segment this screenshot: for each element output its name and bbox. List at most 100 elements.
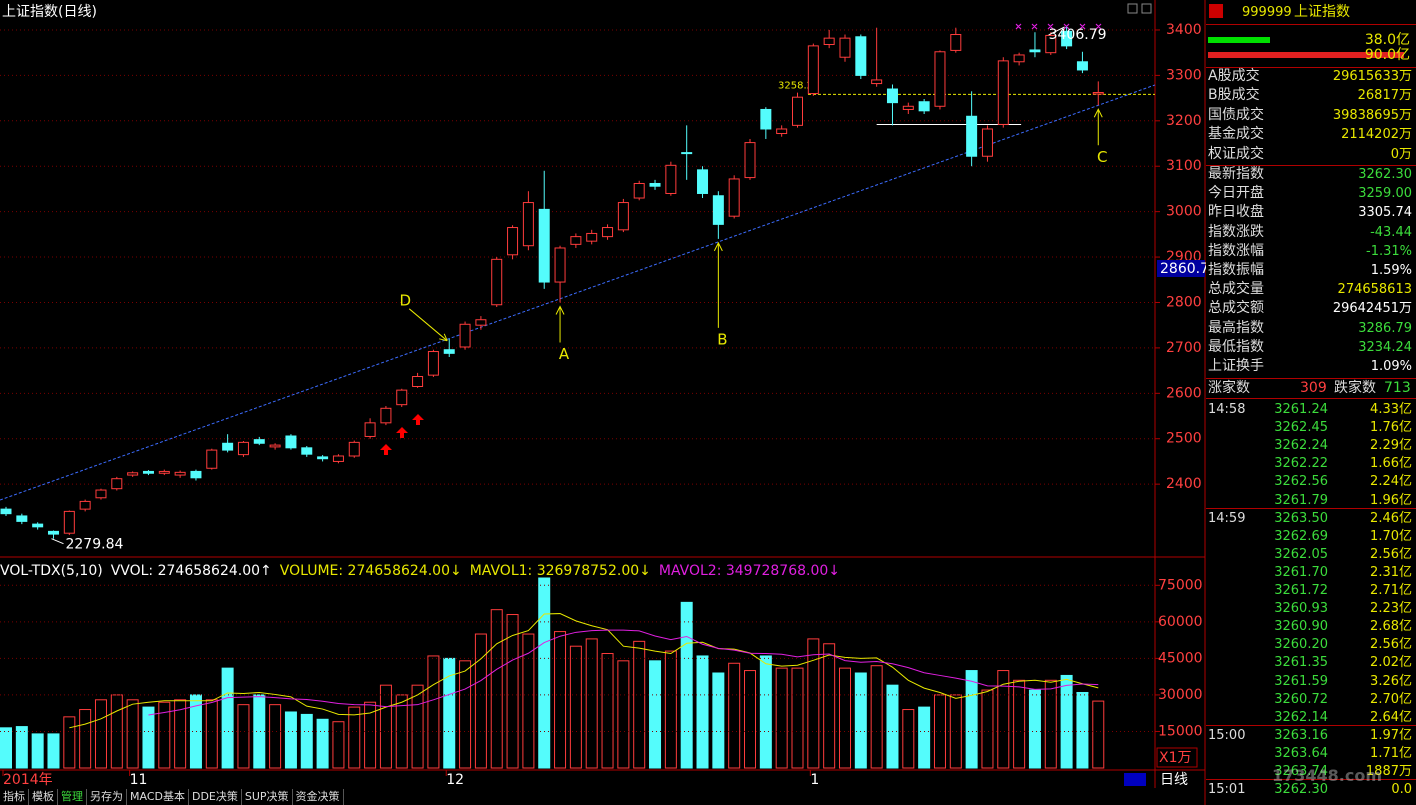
cursor-price: 2860.7 <box>1160 261 1206 277</box>
volume-bar <box>696 655 709 769</box>
panel-icon <box>1209 4 1223 18</box>
toolbar-tab[interactable]: 另存为 <box>87 789 127 805</box>
stat-label: 权证成交 <box>1208 145 1264 162</box>
tick-price: 3262.14 <box>1274 709 1328 725</box>
tick-price: 3262.69 <box>1274 528 1328 544</box>
volume-bar <box>554 631 567 769</box>
stat-label: 上证换手 <box>1208 358 1264 374</box>
y-tick-label: 3100 <box>1166 158 1202 174</box>
stat-label: 最新指数 <box>1208 166 1264 182</box>
candle-body <box>79 500 91 510</box>
candle-body <box>712 195 724 225</box>
breadth: 309 <box>1300 380 1327 396</box>
candle-body <box>570 236 582 245</box>
annotation-arrow <box>713 241 723 328</box>
tick-time: 14:58 <box>1208 402 1246 417</box>
candle-body <box>744 142 756 179</box>
toolbar-tab[interactable]: SUP决策 <box>242 789 293 805</box>
candle-body <box>301 447 313 455</box>
stat-label: A股成交 <box>1208 68 1260 84</box>
volume-bar <box>284 711 297 769</box>
window-button[interactable] <box>1127 3 1138 14</box>
volume-bar <box>1028 689 1041 769</box>
toolbar-tab[interactable]: 资金决策 <box>293 789 344 805</box>
volume-bar <box>823 643 836 769</box>
volume-bar <box>807 638 820 769</box>
y-tick-label: 2800 <box>1166 294 1202 310</box>
stat-label: B股成交 <box>1208 87 1260 104</box>
candle-body <box>0 508 12 515</box>
candle-body <box>459 323 471 348</box>
stat-value: 2114202万 <box>1341 127 1412 143</box>
tick-price: 3261.79 <box>1274 492 1328 508</box>
y-tick-label: 3200 <box>1166 113 1202 129</box>
volume-bar <box>997 670 1010 769</box>
buy-bar <box>1208 37 1270 43</box>
candle-body <box>918 101 930 112</box>
y-tick-label: 3000 <box>1166 204 1202 220</box>
stat-label: 总成交额 <box>1208 300 1264 317</box>
annotation-letter: B <box>717 330 727 348</box>
quote-panel: 999999 上证指数 38.0亿 90.0亿 A股成交 29615633万 B股成交 268… <box>1206 0 1416 805</box>
toolbar-tab[interactable]: MACD基本 <box>127 789 189 805</box>
candle-body <box>633 182 645 199</box>
candle-body <box>206 449 218 469</box>
candle-body <box>617 202 629 231</box>
volume-bar <box>664 650 677 769</box>
stat-label: 最高指数 <box>1208 319 1264 336</box>
candle-body <box>475 319 487 326</box>
volume-bar <box>411 684 424 769</box>
volume-bar <box>237 704 250 769</box>
panel-rule <box>1206 165 1416 166</box>
volume-bar <box>649 660 662 769</box>
panel-rule <box>1206 724 1416 726</box>
toolbar-tab[interactable]: 管理 <box>58 789 87 805</box>
volume-bar <box>759 655 772 769</box>
tick-amount: 2.56亿 <box>1370 637 1412 653</box>
volume-bar <box>854 672 867 769</box>
y-tick-label: 3300 <box>1166 67 1202 83</box>
scroll-thumb[interactable] <box>1124 773 1146 786</box>
candle-body <box>934 51 946 107</box>
tick-price: 3261.59 <box>1274 673 1328 689</box>
volume-bar <box>332 721 345 769</box>
candle-body <box>348 441 360 457</box>
y-tick-label: 2700 <box>1166 340 1202 356</box>
volume-bar <box>902 709 915 769</box>
annotation-letter: C <box>1097 148 1107 166</box>
panel-rule <box>1206 507 1416 509</box>
volume-ma <box>148 629 1099 716</box>
tick-amount: 1.70亿 <box>1370 528 1412 544</box>
toolbar-tab[interactable]: 模板 <box>29 789 58 805</box>
stat-label: 指数振幅 <box>1208 262 1264 278</box>
volume-bar <box>965 670 978 769</box>
candle-body <box>1092 92 1104 95</box>
volume-bar <box>633 640 646 769</box>
y-tick-label: 2400 <box>1166 476 1202 492</box>
stat-label: 指数涨跌 <box>1208 223 1264 240</box>
window-button[interactable] <box>1141 3 1152 14</box>
tick-amount: 2.23亿 <box>1370 601 1412 617</box>
toolbar-tab[interactable]: DDE决策 <box>189 789 242 805</box>
volume-bar <box>348 706 361 769</box>
candle-body <box>1076 61 1088 71</box>
stat-value: 0万 <box>1390 146 1412 162</box>
candle-body <box>443 349 455 354</box>
toolbar-tab[interactable]: 指标 <box>0 789 29 805</box>
tick-price: 3262.56 <box>1274 474 1328 490</box>
candle-body <box>222 442 234 451</box>
candle-body <box>427 351 439 376</box>
candle-body <box>380 407 392 424</box>
volume-bar <box>126 699 139 769</box>
stat-value: 3305.74 <box>1358 205 1412 221</box>
stat-value: 3262.30 <box>1358 167 1412 182</box>
candle-body <box>269 444 281 448</box>
y-tick-label: 2600 <box>1166 385 1202 401</box>
tick-price: 3262.24 <box>1274 438 1328 454</box>
candle-body <box>1045 34 1057 54</box>
breadth: 涨家数 <box>1208 380 1250 396</box>
stat-value: 26817万 <box>1357 88 1412 104</box>
volume-bar <box>949 694 962 769</box>
candle-body <box>190 470 202 479</box>
volume-bar <box>775 667 788 769</box>
